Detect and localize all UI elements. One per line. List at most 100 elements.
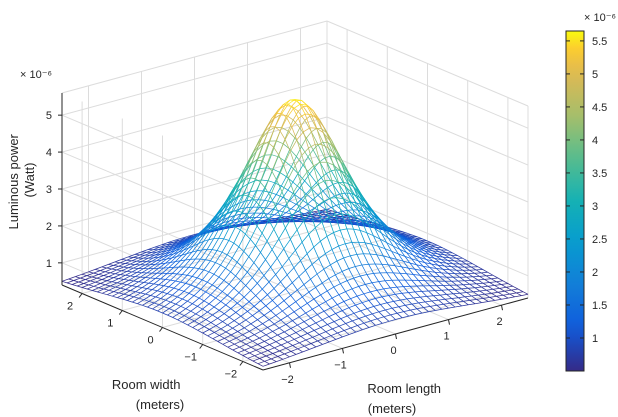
surface-mesh-line bbox=[228, 312, 237, 318]
surface-mesh-line bbox=[422, 252, 429, 258]
surface-mesh-line bbox=[459, 263, 465, 268]
surface-mesh-line bbox=[348, 331, 356, 335]
surface-mesh-line bbox=[439, 261, 445, 267]
surface-mesh-line bbox=[193, 237, 201, 247]
surface-mesh-line bbox=[286, 274, 293, 283]
surface-mesh-line bbox=[271, 113, 277, 119]
surface-mesh-line bbox=[439, 261, 447, 264]
surface-mesh-line bbox=[424, 280, 431, 287]
surface-mesh-line bbox=[250, 346, 257, 351]
surface-mesh-line bbox=[267, 288, 275, 296]
surface-mesh-line bbox=[273, 281, 281, 289]
surface-mesh-line bbox=[263, 196, 271, 212]
surface-mesh-line bbox=[271, 356, 279, 360]
surface-mesh-line bbox=[406, 298, 413, 305]
surface-mesh-line bbox=[294, 338, 300, 344]
surface-mesh-line bbox=[215, 262, 221, 266]
surface-mesh-line bbox=[392, 306, 399, 309]
surface-mesh-line bbox=[314, 227, 321, 242]
surface-mesh-line bbox=[381, 295, 389, 298]
surface-mesh-line bbox=[121, 259, 127, 261]
surface-mesh-line bbox=[198, 297, 205, 302]
surface-mesh-line bbox=[345, 202, 354, 211]
surface-mesh-line bbox=[146, 257, 154, 262]
surface-mesh-line bbox=[256, 211, 265, 227]
surface-mesh-line bbox=[287, 214, 293, 218]
surface-mesh-line bbox=[222, 291, 228, 296]
surface-mesh-line bbox=[298, 118, 304, 132]
surface-mesh-line bbox=[299, 187, 307, 195]
surface-mesh-line bbox=[218, 237, 224, 240]
surface-mesh-line bbox=[322, 142, 331, 157]
surface-mesh-line bbox=[462, 284, 469, 289]
surface-mesh-line bbox=[78, 281, 84, 284]
surface-mesh-line bbox=[200, 316, 207, 320]
surface-mesh-line bbox=[283, 151, 291, 166]
surface-mesh-line bbox=[228, 226, 236, 241]
surface-mesh-line bbox=[303, 131, 309, 149]
surface-mesh-line bbox=[244, 191, 251, 202]
surface-mesh-line bbox=[373, 273, 379, 282]
surface-mesh-line bbox=[289, 99, 296, 101]
surface-mesh-line bbox=[292, 320, 298, 326]
surface-mesh-line bbox=[304, 210, 310, 215]
surface-mesh-line bbox=[237, 200, 245, 204]
surface-mesh-line bbox=[358, 198, 366, 207]
surface-mesh-line bbox=[235, 334, 243, 339]
surface-mesh-line bbox=[255, 323, 263, 328]
surface-mesh-line bbox=[143, 295, 151, 301]
surface-mesh-line bbox=[382, 320, 390, 324]
surface-mesh-line bbox=[245, 285, 251, 291]
surface-mesh-line bbox=[345, 323, 351, 329]
surface-mesh-line bbox=[516, 291, 524, 294]
z-tick-label: 1 bbox=[46, 258, 52, 270]
z-axis-label: Luminous power (Watt) bbox=[6, 130, 37, 229]
surface-mesh-line bbox=[393, 245, 401, 250]
surface-mesh-line bbox=[143, 264, 151, 269]
surface-mesh-line bbox=[385, 307, 393, 311]
surface-mesh-line bbox=[334, 218, 342, 222]
surface-mesh-line bbox=[307, 203, 315, 209]
surface-mesh-line bbox=[326, 170, 332, 174]
surface-mesh-line bbox=[330, 197, 337, 199]
surface-mesh-line bbox=[232, 298, 238, 304]
surface-mesh-line bbox=[395, 265, 402, 268]
surface-mesh-line bbox=[335, 310, 343, 314]
surface-mesh-line bbox=[202, 303, 210, 310]
surface-mesh-line bbox=[395, 292, 402, 295]
surface-mesh-line bbox=[188, 286, 196, 294]
surface-mesh-line bbox=[111, 281, 118, 284]
surface-mesh-line bbox=[302, 291, 310, 298]
surface-mesh-line bbox=[322, 216, 330, 220]
surface-mesh-line bbox=[98, 274, 104, 276]
surface-mesh-line bbox=[514, 295, 522, 298]
surface-mesh-line bbox=[353, 313, 360, 319]
surface-mesh-line bbox=[502, 294, 509, 299]
surface-mesh-line bbox=[108, 264, 114, 266]
surface-mesh-line bbox=[314, 207, 322, 213]
surface-mesh-line bbox=[163, 279, 171, 286]
surface-mesh-line bbox=[268, 315, 277, 321]
surface-mesh-line bbox=[466, 292, 472, 297]
surface-mesh-line bbox=[175, 280, 181, 283]
surface-mesh-line bbox=[429, 306, 436, 311]
surface-mesh-line bbox=[295, 199, 302, 205]
surface-mesh-line bbox=[472, 276, 479, 281]
surface-mesh-line bbox=[298, 270, 306, 277]
surface-mesh-line bbox=[483, 297, 490, 299]
surface-mesh-line bbox=[320, 294, 326, 302]
surface-mesh-line bbox=[326, 290, 333, 299]
surface-mesh-line bbox=[489, 281, 497, 283]
surface-mesh-line bbox=[161, 255, 169, 261]
surface-mesh-line bbox=[330, 332, 338, 337]
surface-mesh-line bbox=[231, 197, 237, 208]
surface-mesh-line bbox=[272, 331, 278, 336]
surface-mesh-line bbox=[234, 213, 242, 216]
surface-mesh-line bbox=[272, 300, 278, 307]
surface-mesh-line bbox=[432, 260, 439, 266]
surface-mesh-line bbox=[277, 300, 285, 307]
surface-mesh-line bbox=[270, 334, 278, 339]
surface-mesh-line bbox=[358, 286, 365, 295]
surface-mesh-line bbox=[202, 279, 208, 283]
surface-mesh-line bbox=[367, 223, 374, 236]
